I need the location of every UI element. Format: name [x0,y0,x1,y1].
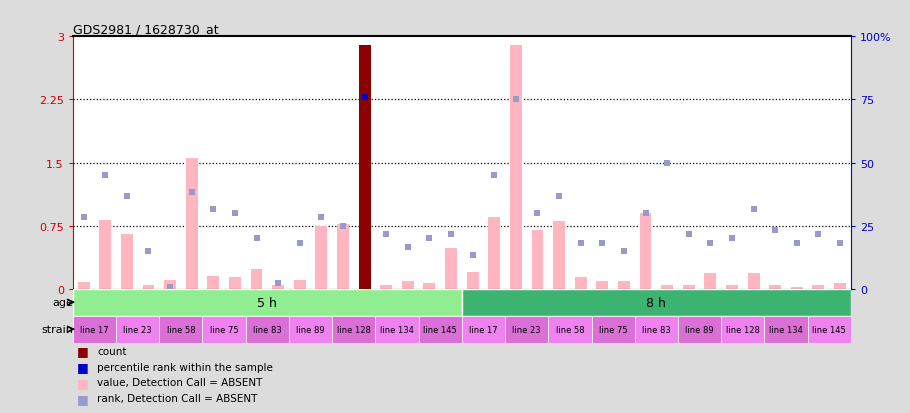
Text: 5 h: 5 h [258,296,278,309]
Bar [121,235,133,289]
Text: line 145: line 145 [423,325,457,334]
Bar [834,283,846,289]
Bar [489,218,500,289]
Bar [592,316,635,343]
Text: line 134: line 134 [380,325,414,334]
Bar [380,286,392,289]
Bar [748,273,760,289]
Bar [553,222,565,289]
Text: line 89: line 89 [297,325,325,334]
Bar [461,289,851,316]
Text: strain: strain [41,324,73,335]
Text: 8 h: 8 h [646,296,666,309]
Bar [207,277,219,289]
Bar [445,249,457,289]
Text: line 75: line 75 [210,325,238,334]
Bar [332,316,376,343]
Bar [73,316,116,343]
Text: line 23: line 23 [512,325,541,334]
Bar [294,281,306,289]
Bar [640,214,652,289]
Bar [461,316,505,343]
Text: GDS2981 / 1628730_at: GDS2981 / 1628730_at [73,23,218,36]
Text: ■: ■ [77,376,89,389]
Bar [186,159,197,289]
Bar [791,287,803,289]
Bar [808,316,851,343]
Bar [159,316,202,343]
Text: line 17: line 17 [470,325,498,334]
Bar [402,282,414,289]
Text: line 128: line 128 [726,325,760,334]
Text: line 145: line 145 [813,325,846,334]
Bar [678,316,722,343]
Bar [250,269,262,289]
Bar [618,282,630,289]
Bar [769,286,781,289]
Text: line 83: line 83 [253,325,282,334]
Bar [359,45,370,289]
Text: line 75: line 75 [599,325,627,334]
Bar [682,286,694,289]
Text: line 89: line 89 [685,325,713,334]
Bar [726,286,738,289]
Text: count: count [97,346,126,356]
Text: age: age [52,297,73,308]
Bar [143,286,155,289]
Text: value, Detection Call = ABSENT: value, Detection Call = ABSENT [97,377,263,387]
Text: ■: ■ [77,360,89,373]
Bar [467,272,479,289]
Bar [531,230,543,289]
Bar [316,226,328,289]
Text: rank, Detection Call = ABSENT: rank, Detection Call = ABSENT [97,393,258,403]
Bar [704,273,716,289]
Text: line 83: line 83 [642,325,671,334]
Bar [164,281,176,289]
Bar [722,316,764,343]
Text: line 23: line 23 [124,325,152,334]
Text: ■: ■ [77,344,89,358]
Bar [289,316,332,343]
Bar [423,283,435,289]
Bar [375,316,419,343]
Bar [419,316,462,343]
Bar [337,224,349,289]
Bar [99,220,111,289]
Bar [635,316,678,343]
Bar [505,316,548,343]
Bar [73,289,462,316]
Text: line 128: line 128 [337,325,370,334]
Bar [575,278,587,289]
Bar [229,278,241,289]
Text: line 134: line 134 [769,325,803,334]
Bar [203,316,246,343]
Bar [813,286,824,289]
Bar [510,45,521,289]
Text: line 58: line 58 [167,325,195,334]
Bar [272,286,284,289]
Bar [246,316,289,343]
Text: line 17: line 17 [80,325,108,334]
Bar [548,316,592,343]
Bar [116,316,159,343]
Bar [596,282,608,289]
Text: ■: ■ [77,392,89,405]
Text: percentile rank within the sample: percentile rank within the sample [97,362,273,372]
Text: line 58: line 58 [556,325,584,334]
Bar [77,282,89,289]
Bar [662,286,673,289]
Bar [764,316,808,343]
